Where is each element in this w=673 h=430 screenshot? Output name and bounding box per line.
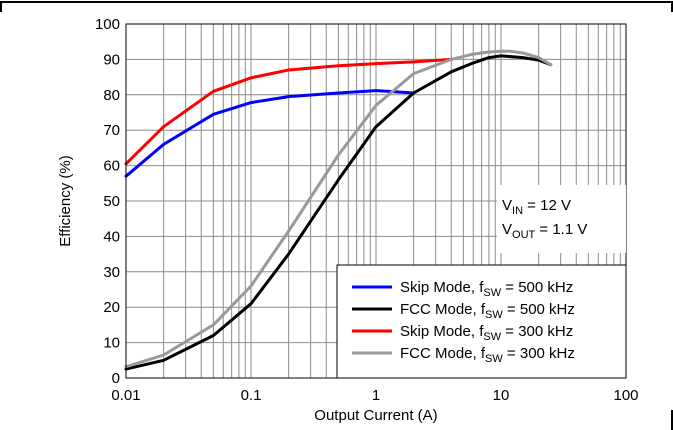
x-tick-label: 10 — [493, 387, 510, 404]
legend-item-skip-500: Skip Mode, fSW = 500 kHz — [352, 279, 573, 299]
y-tick-label: 0 — [112, 370, 120, 387]
y-tick-label: 60 — [103, 158, 120, 175]
conditions-box — [497, 185, 626, 253]
x-tick-label: 100 — [613, 387, 638, 404]
x-tick-label: 1 — [372, 387, 380, 404]
legend-label-fcc-500: FCC Mode, fSW = 500 kHz — [400, 301, 575, 321]
y-tick-label: 80 — [103, 87, 120, 104]
x-axis-title: Output Current (A) — [314, 407, 437, 424]
vin-label: VIN = 12 V — [502, 197, 571, 217]
y-tick-label: 50 — [103, 193, 120, 210]
legend-label-skip-300: Skip Mode, fSW = 300 kHz — [400, 323, 573, 343]
x-tick-label: 0.1 — [241, 387, 262, 404]
vout-label: VOUT = 1.1 V — [502, 221, 587, 241]
y-tick-label: 70 — [103, 122, 120, 139]
y-tick-label: 10 — [103, 335, 120, 352]
series-line-1 — [124, 54, 553, 371]
y-tick-label: 40 — [103, 228, 120, 245]
legend-label-fcc-300: FCC Mode, fSW = 300 kHz — [400, 345, 575, 365]
y-tick-label: 20 — [103, 299, 120, 316]
series-line-0 — [124, 89, 416, 178]
y-tick-label: 30 — [103, 264, 120, 281]
y-tick-label: 90 — [103, 51, 120, 68]
y-axis-title: Efficiency (%) — [57, 155, 74, 246]
legend-item-fcc-300: FCC Mode, fSW = 300 kHz — [352, 345, 575, 365]
conditions-annotation: VIN = 12 V VOUT = 1.1 V — [497, 185, 626, 253]
legend-label-skip-500: Skip Mode, fSW = 500 kHz — [400, 279, 573, 299]
legend-item-fcc-500: FCC Mode, fSW = 500 kHz — [352, 301, 575, 321]
x-tick-label: 0.01 — [111, 387, 140, 404]
legend-item-skip-300: Skip Mode, fSW = 300 kHz — [352, 323, 573, 343]
legend: Skip Mode, fSW = 500 kHz FCC Mode, fSW =… — [336, 264, 627, 379]
legend-box — [336, 264, 627, 379]
series-line-3 — [124, 49, 553, 369]
y-tick-label: 100 — [95, 16, 120, 33]
series-group — [124, 49, 553, 371]
tick-labels: 0.01 0.1 1 10 100 0 10 20 30 40 50 60 70 80 90 100 — [95, 16, 639, 404]
series-line-2 — [124, 57, 453, 166]
